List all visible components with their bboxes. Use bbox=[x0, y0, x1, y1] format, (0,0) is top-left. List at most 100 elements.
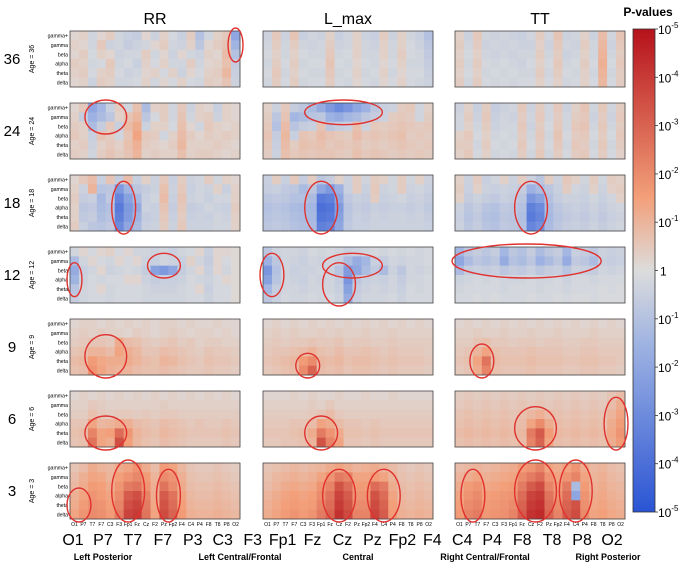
heatmap-cell bbox=[132, 491, 142, 501]
heatmap-cell bbox=[213, 59, 223, 69]
heatmap-cell bbox=[186, 68, 196, 79]
heatmap-cell bbox=[271, 68, 282, 79]
heatmap-cell bbox=[271, 319, 282, 329]
heatmap-cell bbox=[455, 68, 465, 79]
heatmap-cell bbox=[123, 49, 134, 60]
heatmap-cell bbox=[553, 221, 563, 232]
heatmap-cell bbox=[222, 419, 232, 429]
heatmap-cell bbox=[325, 437, 335, 448]
heatmap-cell bbox=[105, 221, 116, 232]
heatmap-cell bbox=[463, 400, 474, 411]
heatmap-cell bbox=[508, 463, 519, 473]
heatmap-cell bbox=[231, 59, 241, 69]
heatmap-cell bbox=[213, 509, 223, 520]
heatmap-cell bbox=[204, 275, 214, 285]
heatmap-cell bbox=[370, 356, 380, 367]
heatmap-cell bbox=[598, 463, 608, 473]
heatmap-cell bbox=[580, 112, 590, 123]
heatmap-cell bbox=[415, 49, 425, 60]
heatmap-cell bbox=[562, 284, 572, 295]
heatmap-cell bbox=[114, 400, 125, 411]
heatmap-cell bbox=[352, 112, 362, 123]
heatmap-cell bbox=[87, 428, 98, 439]
heatmap-cell bbox=[517, 193, 527, 204]
heatmap-cell bbox=[105, 112, 116, 123]
heatmap-cell bbox=[544, 193, 554, 204]
heatmap-cell bbox=[141, 265, 151, 276]
heatmap-cell bbox=[517, 49, 527, 60]
heatmap-cell bbox=[316, 428, 327, 439]
heatmap-cell bbox=[535, 112, 545, 123]
electrode-label-o1: O1 bbox=[62, 532, 83, 549]
heatmap-cell bbox=[571, 275, 581, 285]
highlight-ellipse bbox=[146, 252, 182, 279]
heatmap-cell bbox=[289, 184, 300, 195]
heatmap-cell bbox=[472, 391, 483, 401]
heatmap-cell bbox=[316, 221, 327, 232]
heatmap-cell bbox=[289, 77, 300, 88]
heatmap-cell bbox=[499, 491, 510, 501]
heatmap-cell bbox=[455, 77, 465, 88]
heatmap-cell bbox=[96, 347, 107, 357]
heatmap-cell bbox=[535, 337, 545, 348]
highlight-ellipse bbox=[304, 415, 339, 451]
heatmap-cell bbox=[213, 428, 223, 439]
heatmap-cell bbox=[361, 365, 371, 376]
heatmap-cell bbox=[553, 284, 563, 295]
heatmap-cell bbox=[424, 103, 434, 113]
heatmap-cell bbox=[370, 409, 380, 420]
heatmap-cell bbox=[168, 49, 178, 60]
electrode-label-c3: C3 bbox=[212, 532, 233, 549]
highlight-ellipse bbox=[227, 27, 244, 63]
heatmap-cell bbox=[598, 293, 608, 304]
heatmap-cell bbox=[361, 175, 371, 185]
heatmap-cell bbox=[463, 193, 474, 204]
heatmap-cell bbox=[70, 49, 80, 60]
heatmap-cell bbox=[123, 284, 134, 295]
heatmap-cell bbox=[271, 203, 282, 213]
heatmap-cell bbox=[325, 256, 335, 267]
heatmap-cell bbox=[370, 265, 380, 276]
heatmap-cell bbox=[87, 49, 98, 60]
heatmap-cell bbox=[114, 500, 125, 511]
heatmap-cell bbox=[204, 247, 214, 257]
heatmap-cell bbox=[598, 131, 608, 141]
heatmap-cell bbox=[415, 400, 425, 411]
colorbar-tick-label: 10-5 bbox=[658, 504, 679, 520]
heatmap-cell bbox=[334, 337, 344, 348]
heatmap-cell bbox=[544, 121, 554, 132]
heatmap-cell bbox=[472, 184, 483, 195]
heatmap-cell bbox=[370, 112, 380, 123]
heatmap-cell bbox=[96, 356, 107, 367]
heatmap-cell bbox=[352, 391, 362, 401]
heatmap-cell bbox=[123, 481, 134, 492]
heatmap-cell bbox=[472, 112, 483, 123]
heatmap-cell bbox=[598, 491, 608, 501]
heatmap-cell bbox=[508, 31, 519, 41]
heatmap-cell bbox=[388, 59, 398, 69]
heatmap-cell bbox=[168, 31, 178, 41]
heatmap-cell bbox=[78, 293, 89, 304]
heatmap-cell bbox=[397, 356, 407, 367]
heatmap-cell bbox=[571, 103, 581, 113]
heatmap-cell bbox=[517, 481, 527, 492]
heatmap-cell bbox=[231, 365, 241, 376]
heatmap-cell bbox=[334, 472, 344, 483]
heatmap-cell bbox=[78, 221, 89, 232]
heatmap-cell bbox=[589, 437, 599, 448]
heatmap-cell bbox=[406, 184, 416, 195]
heatmap-cell bbox=[379, 356, 389, 367]
heatmap-cell bbox=[607, 140, 617, 151]
heatmap-cell bbox=[150, 247, 160, 257]
heatmap-cell bbox=[231, 31, 241, 41]
heatmap-cell bbox=[535, 256, 545, 267]
heatmap-cell bbox=[150, 140, 160, 151]
heatmap-cell bbox=[231, 221, 241, 232]
heatmap-cell bbox=[508, 140, 519, 151]
heatmap-cell bbox=[132, 328, 142, 339]
heatmap-cell bbox=[325, 337, 335, 348]
cell-tick-label-f7: F7 bbox=[483, 522, 489, 528]
heatmap-cell bbox=[132, 391, 142, 401]
heatmap-cell bbox=[472, 419, 483, 429]
heatmap-cell bbox=[96, 68, 107, 79]
